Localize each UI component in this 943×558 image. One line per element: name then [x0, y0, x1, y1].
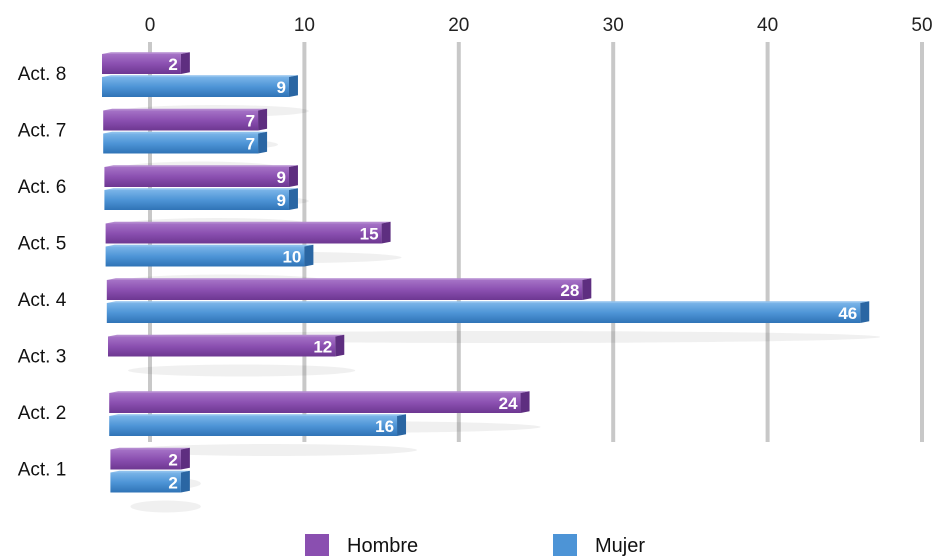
bar-shadow — [129, 444, 418, 456]
data-label: 10 — [282, 248, 301, 267]
x-axis-ticks: 0 10 20 30 40 50 — [145, 15, 933, 36]
bar-front — [102, 54, 181, 74]
bar-end — [520, 391, 530, 413]
data-label: 28 — [560, 281, 579, 300]
bar-top — [103, 131, 268, 134]
bar-top — [103, 108, 268, 111]
y-category-label: Act. 3 — [18, 347, 67, 368]
legend: Hombre Mujer — [305, 534, 645, 557]
data-label: 2 — [168, 55, 177, 74]
y-axis-categories: Act. 8 Act. 7 Act. 6 Act. 5 Act. 4 Act. 3 Act.… — [18, 64, 67, 481]
x-tick-label: 40 — [757, 15, 778, 36]
bar-end — [304, 244, 314, 267]
bar-end — [288, 188, 298, 210]
bar-top — [105, 221, 391, 224]
bar-end — [582, 278, 592, 300]
bar-end — [381, 221, 391, 244]
bar-front — [105, 246, 305, 267]
bar-end — [258, 131, 268, 154]
bar-top — [104, 188, 298, 190]
legend-label: Mujer — [595, 535, 645, 557]
bar-front — [103, 133, 259, 154]
bar-top — [106, 278, 592, 280]
bar-top — [106, 301, 870, 303]
y-category-label: Act. 2 — [18, 403, 67, 424]
bar-top — [110, 470, 190, 473]
x-tick-label: 0 — [145, 15, 156, 36]
data-label: 2 — [168, 474, 177, 493]
bar-front — [109, 393, 521, 413]
bar-front — [110, 449, 181, 470]
data-label: 15 — [360, 225, 379, 244]
bar-top — [102, 52, 190, 54]
bar: 16 — [109, 414, 418, 456]
gridlines — [148, 42, 924, 442]
bar-shadow — [130, 500, 201, 513]
data-label: 46 — [838, 304, 857, 323]
bar-front — [110, 472, 181, 493]
bar-top — [110, 447, 190, 450]
bar-end — [180, 447, 190, 470]
legend-label: Hombre — [347, 535, 418, 557]
bar-end — [180, 470, 190, 493]
bar: 2 — [110, 470, 201, 513]
bar-top — [108, 334, 345, 337]
data-label: 7 — [246, 135, 255, 154]
bar-end — [258, 108, 268, 131]
bar-front — [104, 190, 289, 210]
x-tick-label: 30 — [603, 15, 624, 36]
bar-front — [102, 77, 289, 97]
bar-shadow — [128, 364, 356, 377]
data-label: 12 — [313, 338, 332, 357]
bar-front — [103, 110, 259, 131]
data-label: 24 — [499, 394, 518, 413]
bar: 46 — [106, 301, 881, 343]
x-tick-label: 10 — [294, 15, 315, 36]
bar-front — [105, 223, 382, 244]
bars: 2 9 7 7 9 9 15 10 28 46 12 24 16 2 2 — [102, 52, 881, 513]
legend-swatch — [305, 534, 329, 556]
bar-front — [108, 336, 336, 357]
data-label: 9 — [276, 168, 285, 187]
bar-end — [180, 52, 190, 74]
y-category-label: Act. 6 — [18, 177, 67, 198]
bar-end — [860, 301, 870, 323]
bar-front — [106, 303, 861, 323]
data-label: 9 — [276, 78, 285, 97]
x-tick-label: 50 — [911, 15, 932, 36]
y-category-label: Act. 4 — [18, 290, 67, 311]
bar-top — [109, 414, 407, 416]
bar-end — [397, 414, 407, 436]
bar-top — [104, 165, 298, 167]
bar-front — [109, 416, 398, 436]
data-label: 2 — [168, 451, 177, 470]
bar-top — [105, 244, 314, 247]
y-category-label: Act. 1 — [18, 460, 67, 481]
y-category-label: Act. 8 — [18, 64, 67, 85]
bar-end — [335, 334, 345, 357]
bar-end — [288, 75, 298, 97]
x-tick-label: 20 — [448, 15, 469, 36]
data-label: 7 — [246, 112, 255, 131]
bar-top — [102, 75, 298, 77]
bar: 12 — [108, 334, 356, 377]
bar-end — [288, 165, 298, 187]
bar-front — [106, 280, 583, 300]
data-label: 16 — [375, 417, 394, 436]
bar-front — [104, 167, 289, 187]
legend-swatch — [553, 534, 577, 556]
y-category-label: Act. 5 — [18, 234, 67, 255]
y-category-label: Act. 7 — [18, 121, 67, 142]
data-label: 9 — [276, 191, 285, 210]
bar-top — [109, 391, 530, 393]
